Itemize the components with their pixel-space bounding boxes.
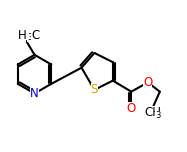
Text: O: O — [127, 102, 136, 115]
Text: N: N — [30, 87, 39, 100]
Text: H: H — [18, 29, 26, 42]
Text: S: S — [91, 83, 98, 96]
Text: C: C — [31, 29, 39, 42]
Text: 3: 3 — [27, 33, 33, 42]
Text: CH: CH — [144, 106, 161, 119]
Text: O: O — [143, 76, 152, 89]
Text: 3: 3 — [155, 111, 160, 120]
